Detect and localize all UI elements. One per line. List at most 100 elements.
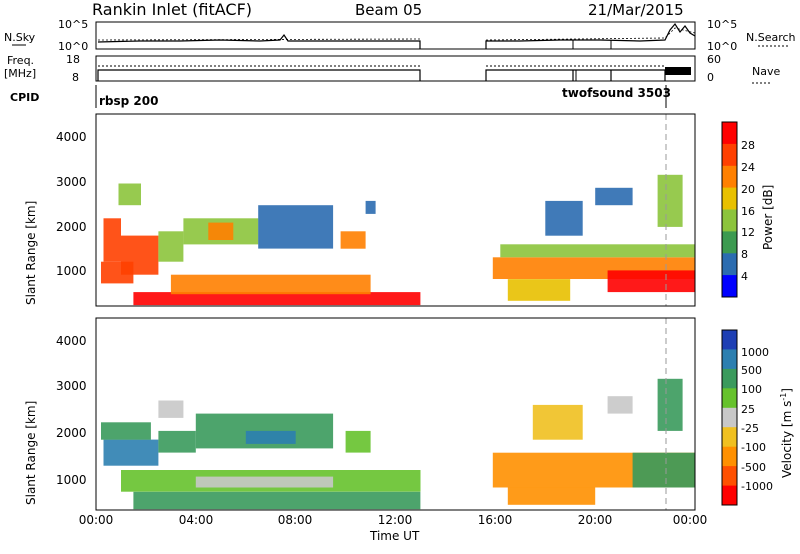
- power-cell-15: [545, 200, 583, 236]
- velocity-ylabel: Slant Range [km]: [24, 401, 38, 505]
- power-cbar-swatch-1: [722, 143, 737, 167]
- velocity-cell-12: [632, 452, 695, 488]
- power-colorbar: 28 24 20 16 12 8 4 Power [dB]: [721, 121, 775, 298]
- velocity-cbar-swatch-4: [722, 407, 737, 428]
- noise-tick-bottom-right: 10^0: [707, 40, 737, 53]
- power-ylabel: Slant Range [km]: [24, 201, 38, 305]
- velocity-cbar-swatch-5: [722, 427, 737, 448]
- power-cbar-tick-8: 8: [741, 248, 748, 261]
- xtick-0400: 04:00: [179, 513, 214, 527]
- station-title: Rankin Inlet (fitACF): [92, 0, 252, 19]
- power-cbar-swatch-3: [722, 187, 737, 210]
- xtick-0000: 00:00: [79, 513, 114, 527]
- velocity-cell-8: [345, 430, 371, 453]
- velocity-cell-6: [195, 476, 334, 488]
- velocity-cbar-swatch-2: [722, 368, 737, 389]
- power-panel: Slant Range [km] 1000 2000 3000 4000: [24, 113, 696, 307]
- velocity-ytick-2000: 2000: [56, 426, 87, 440]
- power-cell-11: [118, 183, 141, 206]
- power-cbar-swatch-6: [722, 253, 737, 276]
- freq-label-line1: Freq.: [7, 54, 34, 67]
- noise-tick-top-right: 10^5: [707, 18, 737, 31]
- xlabel: Time UT: [369, 529, 420, 543]
- power-cell-13: [500, 244, 695, 258]
- power-cbar-tick-28: 28: [741, 139, 755, 152]
- power-cbar-swatch-7: [722, 275, 737, 298]
- velocity-ytick-4000: 4000: [56, 334, 87, 348]
- noise-panel: N.Sky 10^5 10^0 10^5 10^0 N.Search: [4, 18, 796, 53]
- velocity-cbar-swatch-3: [722, 388, 737, 409]
- velocity-colorbar-label-sup: -1: [779, 393, 788, 401]
- freq-tick-top-left: 18: [66, 53, 80, 66]
- velocity-cell-14: [607, 396, 633, 414]
- velocity-cell-0: [103, 439, 159, 466]
- power-cell-18: [657, 174, 683, 227]
- power-colorbar-swatches: [722, 122, 737, 298]
- velocity-cbar-swatch-1: [722, 349, 737, 370]
- power-cbar-tick-4: 4: [741, 270, 748, 283]
- power-cell-14: [507, 279, 571, 301]
- power-cbar-tick-16: 16: [741, 205, 755, 218]
- nave-tick-bottom-right: 0: [707, 71, 714, 84]
- power-cbar-swatch-0: [722, 122, 737, 145]
- velocity-cell-4: [245, 430, 296, 444]
- cpid-rbsp: rbsp 200: [99, 94, 158, 108]
- power-ytick-3000: 3000: [56, 175, 87, 189]
- power-cbar-swatch-5: [722, 231, 737, 254]
- velocity-colorbar-frame: [721, 329, 738, 506]
- velocity-heatmap: [101, 378, 695, 510]
- xtick-0800: 08:00: [278, 513, 313, 527]
- power-ytick-2000: 2000: [56, 220, 87, 234]
- power-cbar-tick-24: 24: [741, 161, 755, 174]
- power-cbar-swatch-4: [722, 209, 737, 232]
- power-colorbar-label: Power [dB]: [761, 185, 775, 250]
- velocity-colorbar-label-close: ]: [780, 388, 794, 393]
- power-panel-frame: [95, 113, 696, 307]
- date-label: 21/Mar/2015: [588, 1, 684, 19]
- velocity-cbar-swatch-0: [722, 330, 737, 350]
- velocity-cell-9: [158, 400, 184, 418]
- freq-tick-bottom-left: 8: [72, 71, 79, 84]
- xtick-2400: 00:00: [673, 513, 708, 527]
- beam-label: Beam 05: [355, 1, 422, 19]
- velocity-panel-frame: [95, 317, 696, 511]
- noise-search-trace: [97, 27, 696, 41]
- velocity-colorbar-label: Velocity [m s-1]: [779, 388, 794, 478]
- velocity-cbar-tick-25: 25: [741, 403, 755, 416]
- freq-busy-block: [665, 67, 691, 75]
- velocity-cbar-tick-neg100: -100: [741, 441, 766, 454]
- velocity-cbar-tick-neg500: -500: [741, 461, 766, 474]
- cpid-twofsound: twofsound 3503: [562, 86, 671, 100]
- power-cell-7: [340, 231, 366, 249]
- velocity-cbar-swatch-7: [722, 466, 737, 486]
- power-cbar-tick-12: 12: [741, 226, 755, 239]
- velocity-cell-13: [532, 404, 583, 440]
- noise-tick-bottom-left: 10^0: [58, 40, 88, 53]
- cpid-panel: CPID rbsp 200 twofsound 3503: [10, 85, 671, 108]
- velocity-cbar-swatch-8: [722, 485, 737, 506]
- power-cell-5: [208, 222, 234, 240]
- velocity-colorbar: 1000 500 100 25 -25 -100 -500 -1000 Velo…: [721, 329, 794, 506]
- power-cbar-swatch-2: [722, 165, 737, 189]
- power-ytick-1000: 1000: [56, 264, 87, 278]
- noise-sky-trace: [97, 22, 696, 49]
- velocity-cell-7: [133, 491, 421, 510]
- velocity-panel: Slant Range [km] 1000 2000 3000 4000: [24, 317, 696, 511]
- freq-panel: Freq. [MHz] 18 8 60 0 Nave: [4, 53, 780, 84]
- nsky-label: N.Sky: [4, 31, 36, 44]
- time-axis: 00:00 04:00 08:00 12:00 16:00 20:00 00:0…: [79, 513, 708, 543]
- noise-tick-top-left: 10^5: [58, 18, 88, 31]
- power-cell-16: [595, 187, 633, 206]
- power-cbar-tick-20: 20: [741, 183, 755, 196]
- power-cell-9: [133, 292, 421, 306]
- freq-trace: [97, 69, 666, 81]
- power-cell-3: [158, 231, 184, 262]
- xtick-1600: 16:00: [478, 513, 513, 527]
- velocity-cbar-tick-1000: 1000: [741, 346, 769, 359]
- power-ytick-4000: 4000: [56, 130, 87, 144]
- nave-label: Nave: [752, 65, 780, 78]
- velocity-ytick-1000: 1000: [56, 473, 87, 487]
- nave-tick-top-right: 60: [707, 53, 721, 66]
- power-cell-17: [607, 270, 695, 293]
